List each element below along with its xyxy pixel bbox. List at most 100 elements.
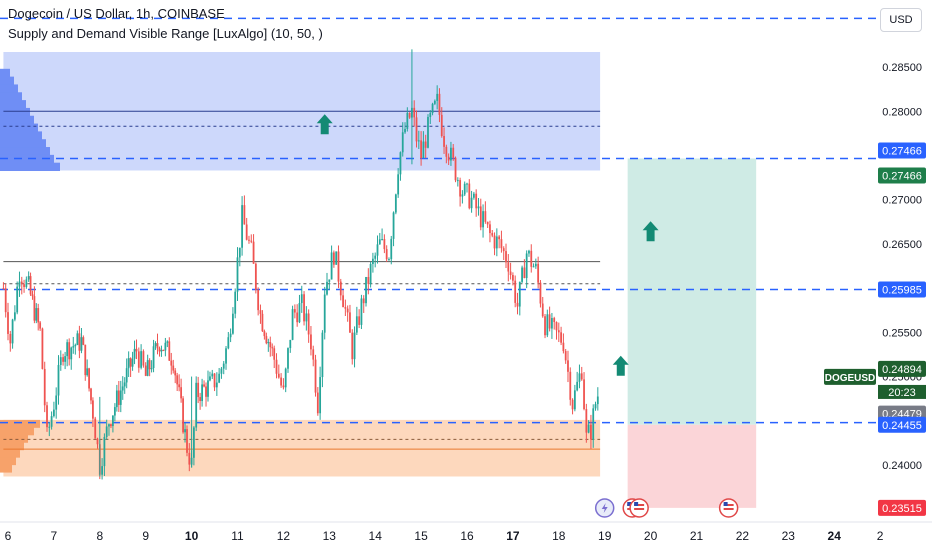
price-label-text: 0.27466 <box>882 170 922 182</box>
candle-body <box>137 351 140 368</box>
candle-body <box>590 424 592 440</box>
candle-body <box>521 267 523 282</box>
candle-body <box>355 316 358 333</box>
candle-body <box>360 298 363 325</box>
candle-body <box>140 351 143 368</box>
candle-body <box>349 312 351 333</box>
candle-body <box>16 286 19 313</box>
candle-body <box>546 314 549 336</box>
candle-body <box>108 424 110 427</box>
candle-body <box>404 128 406 133</box>
candle-body <box>43 368 46 406</box>
candle-body <box>514 280 517 303</box>
supply-profile-bar <box>0 154 54 164</box>
profit-target-zone[interactable] <box>627 158 757 425</box>
candle-body <box>41 328 44 369</box>
supply-profile-bar <box>0 92 22 101</box>
symbol-badge[interactable] <box>824 368 876 385</box>
candle-body <box>29 276 32 295</box>
price-tick-label: 0.28500 <box>882 62 922 74</box>
candle-body <box>101 466 103 475</box>
candle-body <box>211 373 214 377</box>
price-label <box>878 499 926 516</box>
candle-body <box>427 116 429 148</box>
time-tick-label: 10 <box>185 529 199 543</box>
candle-body <box>115 390 118 408</box>
candle-body <box>551 318 553 329</box>
flag-canton-icon <box>634 502 639 506</box>
candle-body <box>234 291 237 314</box>
price-tick-label: 0.24000 <box>882 460 922 472</box>
time-tick-label: 14 <box>369 529 383 543</box>
candle-body <box>188 452 191 465</box>
candle-body <box>37 308 40 323</box>
up-arrow-icon <box>316 114 333 135</box>
candle-body <box>131 358 134 367</box>
candle-body <box>280 377 283 386</box>
candle-body <box>450 147 452 161</box>
candle-body <box>312 349 315 360</box>
candle-body <box>62 357 64 362</box>
candle-body <box>129 358 132 367</box>
candle-body <box>218 373 221 383</box>
candle-body <box>94 418 97 439</box>
price-label <box>878 142 926 159</box>
candle-body <box>367 276 370 284</box>
indicator-label[interactable]: Supply and Demand Visible Range [LuxAlgo… <box>8 26 323 41</box>
candle-body <box>440 114 443 137</box>
candle-body <box>374 255 377 259</box>
candle-body <box>539 282 542 304</box>
candle-body <box>390 238 393 260</box>
candle-body <box>172 365 175 371</box>
candle-body <box>152 346 155 369</box>
candle-body <box>275 359 278 374</box>
candle-body <box>180 387 183 399</box>
candle-body <box>401 132 404 153</box>
candle-body <box>330 252 333 280</box>
candle-body <box>232 313 234 334</box>
candle-body <box>263 331 266 337</box>
time-tick-label: 15 <box>414 529 428 543</box>
candle-body <box>534 263 537 267</box>
candle-body <box>576 381 579 391</box>
stop-loss-zone[interactable] <box>627 424 757 508</box>
candle-body <box>596 396 599 405</box>
candle-body <box>560 332 562 343</box>
currency-button[interactable]: USD <box>880 8 922 32</box>
candle-body <box>502 248 505 252</box>
candle-body <box>557 330 560 333</box>
candle-body <box>585 409 588 433</box>
price-tick-label: 0.26500 <box>882 239 922 251</box>
candle-body <box>376 244 379 256</box>
supply-profile-bar <box>0 131 42 140</box>
candle-body <box>578 373 581 382</box>
candle-body <box>537 263 540 283</box>
candle-body <box>362 298 365 304</box>
candle-body <box>307 313 310 335</box>
candle-body <box>530 250 533 267</box>
candle-body <box>166 341 169 343</box>
candle-body <box>113 407 116 416</box>
candle-body <box>150 368 153 370</box>
candle-body <box>142 351 145 366</box>
candle-body <box>429 113 432 117</box>
demand-profile-bar <box>0 427 34 436</box>
candle-body <box>498 236 501 240</box>
candle-body <box>493 235 496 249</box>
candle-body <box>254 263 257 291</box>
price-tick-label: 0.28000 <box>882 106 922 118</box>
candle-body <box>394 194 397 213</box>
candle-body <box>4 288 7 313</box>
flag-canton-icon <box>723 502 728 506</box>
candle-body <box>454 157 457 181</box>
demand-zone[interactable] <box>3 419 601 477</box>
time-tick-label: 9 <box>142 529 149 543</box>
candle-body <box>135 348 138 352</box>
candle-body <box>335 251 338 265</box>
candle-body <box>76 333 79 345</box>
candle-body <box>573 390 576 410</box>
candle-body <box>59 357 62 365</box>
candle-body <box>505 251 507 263</box>
